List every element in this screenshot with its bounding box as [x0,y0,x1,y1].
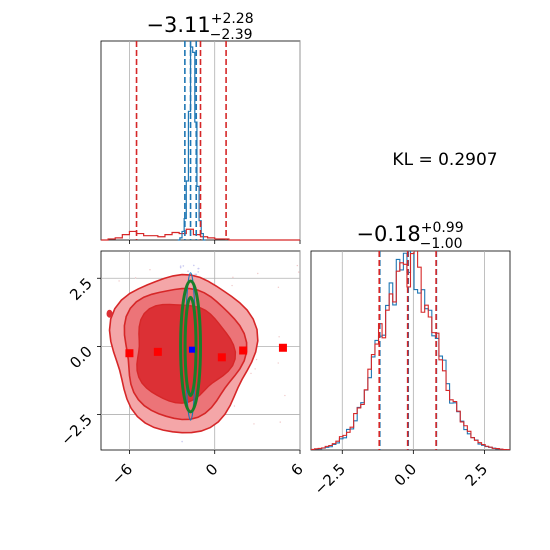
contour-island [106,309,113,318]
title-main: −3.11 [146,13,210,37]
grid-bottom-right [341,251,485,450]
histogram-step-red [311,251,510,450]
scatter-point [253,423,255,425]
scatter-point [278,336,280,338]
quantile-lines-bottom-right [378,251,438,450]
scatter-point [255,358,258,361]
histogram-series-bottom-right [311,251,510,450]
scatter-point [232,276,234,279]
scatter-point [195,273,198,276]
title-sub: −1.00 [420,236,463,252]
red-marker [153,347,162,356]
x-tick-label: −2.5 [311,460,349,498]
scatter-point [279,421,281,423]
scatter-point [193,264,195,267]
x-tick-label: 0 [202,460,221,479]
scatter-point [250,372,252,375]
scatter-point [134,277,137,279]
red-marker [125,349,134,358]
y-tick-label: −2.5 [57,411,95,449]
scatter-point [182,265,185,267]
title-sup: +2.28 [211,11,254,27]
x-tick-label: 0.0 [391,460,421,490]
scatter-point [118,280,120,282]
scatter-point [179,265,182,267]
scatter-point [194,273,196,276]
y-tick-label: 2.5 [66,274,96,304]
histogram-series-top-left [101,46,300,241]
red-marker [217,353,226,362]
y-tick-label: 0.0 [66,343,96,373]
x-tick-label: −6 [108,460,136,488]
scatter-point [277,362,279,364]
quantile-lines-top-left [135,41,227,240]
scatter-point [149,269,151,271]
grid-top-left [129,41,301,244]
panel-title-bottom-right: −0.18+0.99 −1.00 [356,220,463,252]
scatter-point [284,394,286,397]
kl-annotation: KL = 0.2907 [392,150,497,170]
scatter-point [297,271,300,273]
scatter-point [254,368,256,370]
scatter-point [231,284,233,287]
scatter-point [197,267,200,270]
x-tick-label: 2.5 [462,460,492,490]
title-sup: +0.99 [421,220,464,236]
scatter-point [233,405,236,407]
scatter-point [187,270,189,272]
red-marker [239,346,248,355]
scatter-point [179,266,182,269]
panel-title-top-left: −3.11+2.28 −2.39 [146,11,253,43]
scatter-point [181,440,183,443]
ticks-bottom-right: −2.5 0.0 2.5 [311,450,492,499]
green-ellipse-inner [183,295,198,397]
scatter-point [277,286,280,289]
scatter-content [106,264,300,443]
x-tick-label: 6 [287,460,306,479]
histogram-step-blue [177,46,206,241]
histogram-step-red [101,228,300,241]
scatter-point [197,271,200,273]
scatter-point [257,272,259,275]
green-ellipse-outer [179,279,203,414]
scatter-point [296,264,299,267]
title-sub: −2.39 [210,27,253,43]
histogram-panel-bottom-right: −2.5 0.0 2.5 −0.18+0.99 −1.00 [310,220,511,499]
red-marker [278,343,287,352]
blue-marker [188,346,195,353]
histogram-panel-top-left: −3.11+2.28 −2.39 [100,11,301,244]
title-main: −0.18 [356,222,420,246]
scatter-panel-bottom-left: −6 0 6 −2.5 0.0 2.5 [57,250,307,488]
